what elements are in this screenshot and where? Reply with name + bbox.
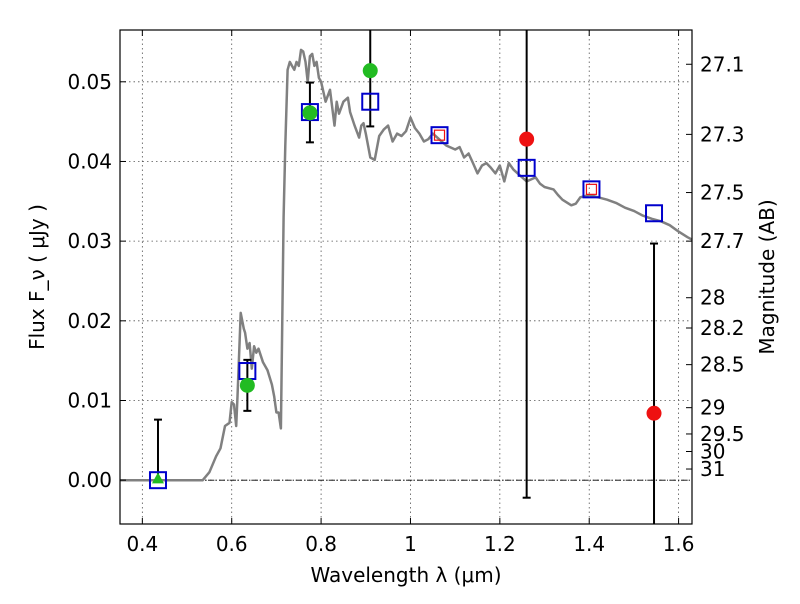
detection-circle [239, 377, 255, 393]
mag-tick-label: 27.7 [700, 229, 745, 253]
model-photometry-square [361, 92, 380, 111]
model-photometry-square [430, 126, 449, 145]
nondetection-square [585, 183, 598, 195]
error-bars [153, 30, 659, 524]
y-tick-label: 0.03 [67, 229, 112, 253]
nondetection-square [433, 129, 446, 141]
y-tick-label: 0.01 [67, 389, 112, 413]
nondetection-circle [646, 405, 662, 421]
x-tick-label: 1.6 [663, 532, 695, 556]
model-spectrum [120, 48, 693, 482]
model-photometry-square [517, 158, 536, 177]
x-tick-label: 0.8 [305, 532, 337, 556]
mag-tick-label: 29 [700, 396, 725, 420]
y-tick-label: 0.02 [67, 309, 112, 333]
y-tick-label: 0.04 [67, 149, 112, 173]
y-tick-label: 0.05 [67, 70, 112, 94]
mag-tick-label: 30 [700, 439, 725, 463]
x-axis-label: Wavelength λ (μm) [310, 563, 501, 587]
mag-tick-label: 27.3 [700, 122, 745, 146]
y-tick-label: 0.00 [67, 468, 112, 492]
mag-tick-label: 31 [700, 457, 725, 481]
model-photometry-square [645, 204, 664, 223]
mag-tick-label: 28 [700, 286, 725, 310]
model-spectrum-line [120, 48, 693, 482]
y-right-axis-label: Magnitude (AB) [755, 199, 779, 354]
detection-circle [362, 63, 378, 79]
x-tick-label: 1 [404, 532, 417, 556]
mag-tick-label: 29.5 [700, 422, 745, 446]
y-axis-label: Flux F_ν ( μJy ) [25, 204, 49, 350]
model-photometry-square [148, 471, 167, 490]
x-tick-label: 1.4 [573, 532, 605, 556]
mag-tick-label: 27.5 [700, 181, 745, 205]
ticks: 0.4 0.6 0.8 1 1.2 1.4 1.6 0.00 0.01 0.02 0.03 0.04 0… [67, 30, 745, 556]
model-photometry-square [582, 180, 601, 199]
plot-frame [119, 29, 693, 525]
grid [120, 30, 692, 524]
mag-tick-label: 28.5 [700, 353, 745, 377]
markers [148, 63, 664, 490]
detection-circle [302, 105, 318, 121]
detection-triangle [151, 472, 164, 484]
x-tick-label: 1.2 [484, 532, 516, 556]
x-tick-label: 0.4 [126, 532, 158, 556]
mag-tick-label: 28.2 [700, 316, 745, 340]
mag-tick-label: 27.1 [700, 52, 745, 76]
x-tick-label: 0.6 [216, 532, 248, 556]
nondetection-circle [519, 131, 535, 147]
